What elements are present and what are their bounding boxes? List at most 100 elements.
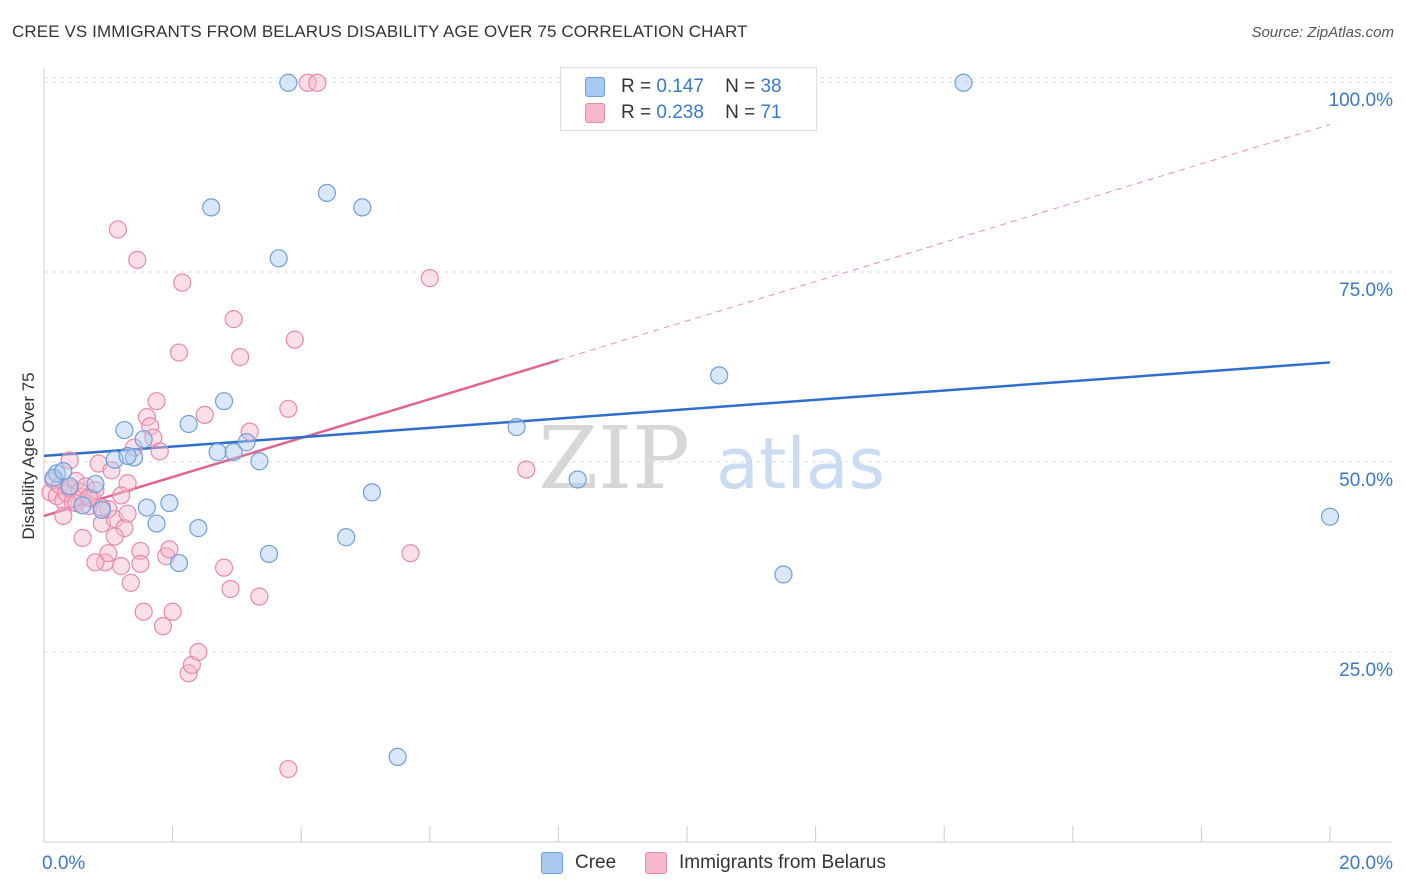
point-cree (208, 443, 227, 462)
point-cree (60, 477, 79, 496)
point-belarus (285, 330, 304, 349)
point-cree (507, 417, 526, 437)
point-cree (362, 483, 382, 502)
point-belarus (60, 451, 79, 470)
point-belarus (173, 273, 192, 292)
point-cree (92, 500, 111, 519)
point-cree (115, 420, 134, 440)
point-belarus (99, 544, 118, 563)
point-belarus (99, 500, 118, 519)
stats-legend: R = 0.147 N = 38 R = 0.238 N = 71 (560, 67, 817, 131)
point-cree (237, 433, 256, 452)
point-cree (774, 565, 793, 584)
axes: 25.0% 50.0% 75.0% 100.0% 0.0% 20.0% (42, 68, 1393, 874)
data-points (41, 73, 1340, 779)
point-belarus (163, 602, 182, 621)
point-cree (137, 498, 156, 517)
x-tick-label-max: 20.0% (1339, 853, 1393, 874)
point-belarus (401, 544, 420, 563)
series-name-belarus: Immigrants from Belarus (679, 852, 886, 873)
point-cree (147, 514, 166, 533)
point-cree (259, 544, 279, 564)
point-belarus (279, 399, 298, 418)
point-cree (118, 446, 137, 466)
point-belarus (517, 460, 536, 479)
point-belarus (160, 540, 179, 559)
point-belarus (224, 310, 243, 329)
series-legend: Cree Immigrants from Belarus (0, 852, 1406, 878)
legend-r-label: R = (621, 76, 652, 97)
point-belarus (189, 642, 208, 662)
point-belarus (108, 220, 128, 239)
point-belarus (169, 343, 189, 362)
point-belarus (134, 602, 153, 621)
point-cree (214, 392, 234, 411)
point-cree (44, 468, 63, 488)
point-belarus (118, 504, 137, 523)
point-belarus (298, 73, 317, 92)
legend-r-value-cree: 0.147 (656, 76, 704, 97)
source-label: Source: ZipAtlas.com (1251, 24, 1394, 41)
point-cree (353, 198, 372, 217)
point-belarus (131, 541, 150, 561)
watermark: ZIP atlas (538, 409, 885, 509)
x-tick-label-min: 0.0% (42, 853, 85, 874)
point-belarus (221, 579, 240, 599)
point-cree (954, 73, 973, 92)
point-belarus (128, 250, 147, 269)
point-cree (189, 519, 208, 538)
watermark-zip: ZIP (538, 409, 690, 509)
point-cree (160, 493, 179, 513)
trend-lines (43, 124, 1331, 518)
legend-r-label: R = (621, 102, 652, 123)
series-name-cree: Cree (575, 852, 617, 873)
point-belarus (147, 392, 166, 411)
gridlines (44, 77, 1392, 653)
point-cree (73, 496, 92, 515)
point-cree (568, 470, 587, 489)
point-belarus (420, 268, 439, 288)
point-cree (134, 430, 153, 449)
point-belarus (54, 506, 73, 526)
point-cree (124, 448, 144, 467)
y-tick-label: 100.0% (1329, 90, 1394, 111)
y-tick-label: 75.0% (1339, 280, 1393, 301)
chart-title: CREE VS IMMIGRANTS FROM BELARUS DISABILI… (12, 22, 748, 41)
point-belarus (112, 557, 131, 576)
trend-line-cree (43, 361, 1331, 458)
point-cree (54, 462, 73, 481)
legend-n-label: N = (725, 102, 756, 123)
point-belarus (131, 554, 150, 573)
y-tick-label: 25.0% (1339, 660, 1393, 681)
point-belarus (195, 405, 214, 424)
trend-extension-belarus (558, 124, 1331, 361)
y-tick-label: 50.0% (1339, 470, 1393, 491)
series-legend-cree: Cree (541, 852, 616, 874)
legend-r-value-belarus: 0.238 (656, 102, 704, 123)
point-cree (388, 747, 407, 766)
point-belarus (112, 486, 131, 505)
legend-swatch-belarus (585, 103, 605, 123)
series-swatch-belarus (645, 852, 667, 874)
legend-n-value-cree: 38 (760, 76, 782, 97)
point-belarus (105, 527, 124, 546)
point-cree (269, 249, 288, 268)
point-belarus (231, 348, 250, 367)
point-belarus (214, 558, 234, 577)
point-cree (179, 414, 198, 434)
point-cree (202, 198, 221, 217)
point-cree (169, 553, 189, 573)
point-belarus (102, 461, 121, 480)
point-belarus (121, 573, 140, 592)
point-belarus (73, 528, 92, 548)
point-belarus (86, 481, 105, 500)
point-cree (1320, 507, 1340, 526)
series-legend-belarus: Immigrants from Belarus (645, 852, 886, 874)
legend-swatch-cree (585, 77, 605, 97)
point-belarus (86, 553, 105, 572)
legend-row-cree: R = 0.147 N = 38 (585, 75, 782, 99)
point-cree (710, 366, 729, 385)
point-cree (250, 452, 269, 471)
point-cree (86, 474, 105, 494)
